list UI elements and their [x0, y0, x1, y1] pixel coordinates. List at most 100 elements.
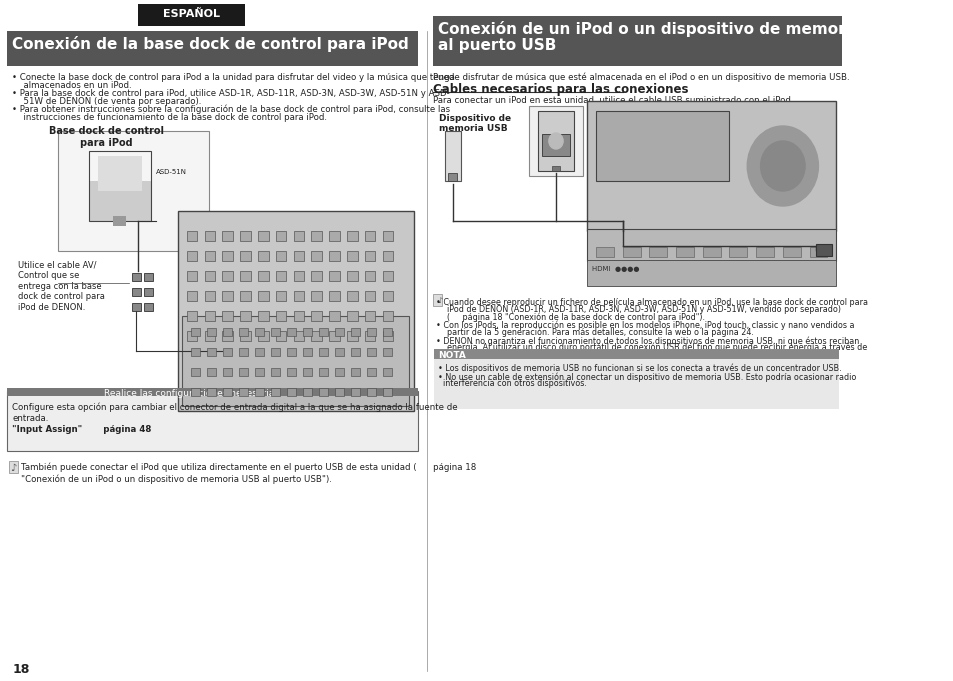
Bar — [364, 231, 375, 241]
Bar — [223, 328, 232, 336]
Text: (     página 18 "Conexión de la base dock de control para iPod").: ( página 18 "Conexión de la base dock de… — [441, 312, 704, 321]
Bar — [239, 348, 248, 356]
Circle shape — [760, 141, 804, 191]
Bar — [222, 251, 233, 261]
Text: Puede disfrutar de música que esté almacenada en el iPod o en un dispositivo de : Puede disfrutar de música que esté almac… — [433, 72, 849, 82]
Bar — [255, 368, 264, 376]
Bar — [351, 388, 360, 396]
Text: 18: 18 — [12, 663, 30, 676]
Text: partir de la 5 generación. Para más detalles, consulte la web o la página 24.: partir de la 5 generación. Para más deta… — [441, 328, 753, 337]
Bar — [7, 391, 417, 451]
Bar — [294, 291, 304, 301]
Bar — [367, 328, 375, 336]
Bar — [303, 368, 312, 376]
Bar — [351, 348, 360, 356]
Bar — [271, 328, 280, 336]
Circle shape — [548, 133, 562, 149]
Bar — [367, 348, 375, 356]
Bar — [204, 231, 215, 241]
Bar — [239, 388, 248, 396]
Bar — [382, 271, 393, 281]
Bar — [383, 328, 392, 336]
Bar — [433, 16, 841, 66]
Text: "Input Assign"       página 48: "Input Assign" página 48 — [12, 425, 152, 434]
Bar — [287, 348, 296, 356]
Bar — [364, 311, 375, 321]
Bar — [257, 311, 269, 321]
Bar — [204, 331, 215, 341]
Bar — [7, 388, 417, 396]
Bar — [335, 348, 344, 356]
Bar — [529, 106, 582, 176]
Bar — [382, 231, 393, 241]
Text: iPod de DENON (ASD-1R, ASD-11R, ASD-3N, ASD-3W, ASD-51N y ASD-51W, vendido por s: iPod de DENON (ASD-1R, ASD-11R, ASD-3N, … — [441, 305, 841, 314]
Bar — [275, 291, 286, 301]
Bar — [222, 311, 233, 321]
Bar — [132, 288, 140, 296]
Bar — [383, 368, 392, 376]
Bar — [271, 388, 280, 396]
Text: interferencia con otros dispositivos.: interferencia con otros dispositivos. — [437, 379, 586, 388]
Text: 51W de DENON (de venta por separado).: 51W de DENON (de venta por separado). — [18, 97, 201, 106]
Bar — [294, 271, 304, 281]
Bar — [329, 311, 339, 321]
Bar — [89, 151, 152, 221]
Bar — [433, 294, 441, 306]
Bar — [144, 303, 152, 311]
Text: iPod: iPod — [536, 107, 560, 117]
Text: 3D: 3D — [650, 136, 674, 154]
Bar — [649, 247, 666, 257]
Bar — [89, 181, 152, 221]
Bar — [311, 311, 322, 321]
Bar — [382, 251, 393, 261]
Bar — [132, 273, 140, 281]
Bar — [255, 388, 264, 396]
Bar — [303, 388, 312, 396]
Text: • DENON no garantiza el funcionamiento de todos los dispositivos de memoria USB,: • DENON no garantiza el funcionamiento d… — [436, 336, 859, 345]
Bar — [676, 247, 693, 257]
Bar — [98, 156, 142, 191]
Bar — [537, 111, 573, 171]
Bar — [329, 331, 339, 341]
Text: Base dock de control
para iPod: Base dock de control para iPod — [50, 126, 164, 148]
Bar — [222, 331, 233, 341]
Text: • Los dispositivos de memoria USB no funcionan si se los conecta a través de un : • Los dispositivos de memoria USB no fun… — [437, 364, 841, 373]
Text: Cables necesarios para las conexiones: Cables necesarios para las conexiones — [433, 83, 688, 96]
Bar — [294, 251, 304, 261]
Bar — [364, 291, 375, 301]
Text: Utilice el cable AV/
Control que se
entrega con la base
dock de control para
iPo: Utilice el cable AV/ Control que se entr… — [18, 261, 105, 312]
Bar — [287, 328, 296, 336]
Bar — [207, 388, 216, 396]
Text: energía. Al utilizar un disco duro portátil de conexión USB del tipo que puede r: energía. Al utilizar un disco duro portá… — [441, 343, 866, 353]
Text: instrucciones de funcionamiento de la base dock de control para iPod.: instrucciones de funcionamiento de la ba… — [18, 112, 327, 121]
Bar — [275, 251, 286, 261]
Bar — [240, 331, 251, 341]
Bar — [222, 231, 233, 241]
Bar — [596, 111, 729, 181]
Text: ASD-51N: ASD-51N — [155, 169, 187, 175]
Bar — [434, 353, 838, 409]
Text: ESPAÑOL: ESPAÑOL — [163, 9, 219, 19]
Bar — [383, 348, 392, 356]
Text: ♪: ♪ — [437, 296, 442, 305]
Bar — [382, 291, 393, 301]
Bar — [586, 229, 836, 261]
Bar — [434, 349, 838, 358]
Bar — [239, 368, 248, 376]
Bar — [551, 166, 559, 171]
Text: almacenados en un iPod.: almacenados en un iPod. — [18, 80, 132, 89]
Bar — [364, 331, 375, 341]
Text: Conexión de la base dock de control para iPod: Conexión de la base dock de control para… — [12, 36, 409, 52]
Bar — [382, 311, 393, 321]
Bar — [448, 173, 456, 181]
Bar — [187, 271, 197, 281]
Bar — [335, 368, 344, 376]
Bar — [240, 271, 251, 281]
Bar — [347, 311, 357, 321]
Bar — [364, 271, 375, 281]
Bar — [319, 328, 328, 336]
Bar — [223, 368, 232, 376]
Bar — [255, 328, 264, 336]
Bar — [347, 331, 357, 341]
Bar — [347, 291, 357, 301]
